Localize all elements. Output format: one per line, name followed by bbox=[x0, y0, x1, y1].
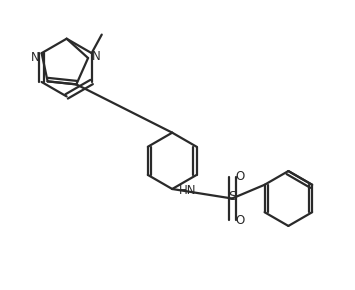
Text: N: N bbox=[92, 50, 100, 63]
Text: O: O bbox=[235, 214, 245, 227]
Text: S: S bbox=[228, 190, 236, 203]
Text: HN: HN bbox=[179, 184, 197, 197]
Text: O: O bbox=[235, 170, 245, 183]
Text: N: N bbox=[31, 51, 40, 64]
